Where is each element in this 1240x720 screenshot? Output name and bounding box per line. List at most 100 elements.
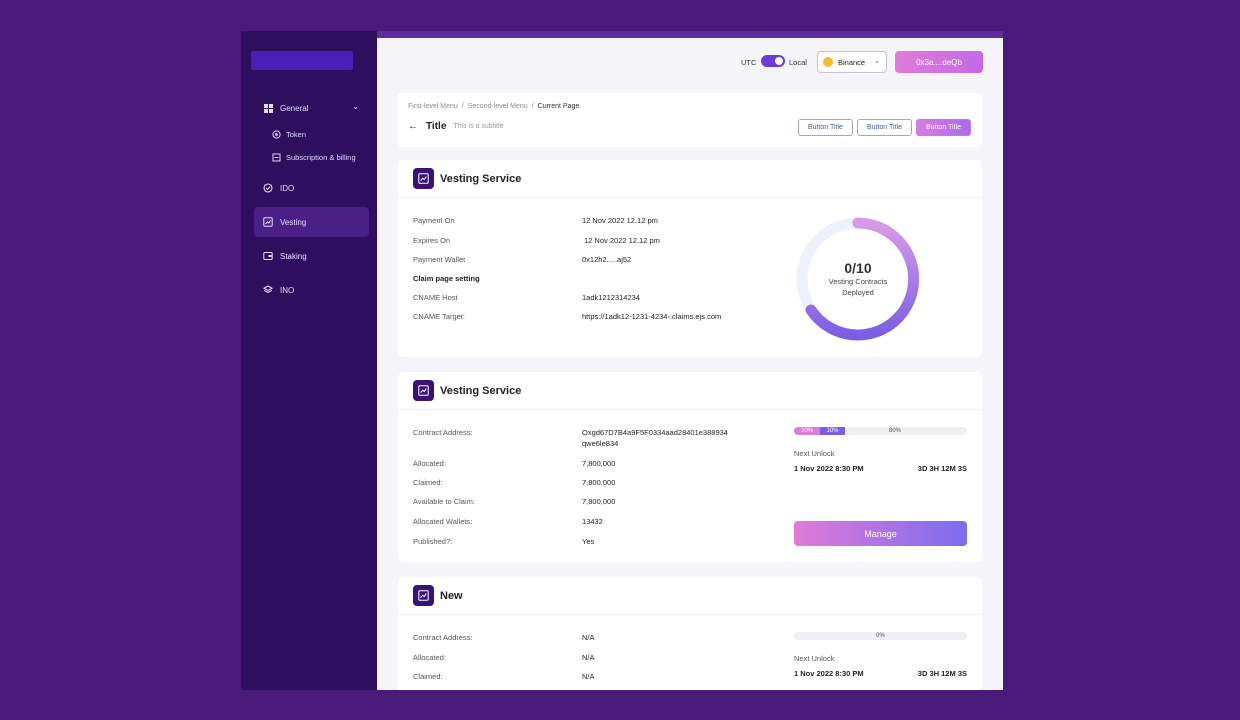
progress-rest: 80% <box>888 428 901 434</box>
breadcrumb: First-level Menu / Second-level Menu / C… <box>408 103 580 110</box>
timezone-toggle[interactable] <box>761 55 785 67</box>
next-unlock-date: 1 Nov 2022 8:30 PM <box>794 669 864 678</box>
utc-label: UTC <box>741 58 757 67</box>
sidebar-item-staking[interactable]: Staking <box>241 241 377 271</box>
field-value: 0x12h2.....aj52 <box>582 255 632 264</box>
breadcrumb-item[interactable]: First-level Menu <box>408 103 458 110</box>
field-value: N/A <box>582 633 595 642</box>
field-value: 12 Nov 2022 12.12 pm <box>582 216 658 225</box>
header-button-1[interactable]: Button Title <box>797 119 853 136</box>
layers-icon <box>263 285 273 295</box>
header-button-2[interactable]: Button Title <box>856 119 912 136</box>
chevron-down-icon: ⌄ <box>874 58 880 65</box>
field-label: Contract Address: <box>413 633 473 642</box>
chevron-down-icon: ⌄ <box>352 102 359 111</box>
field-label: Claimed: <box>413 672 443 681</box>
progress-seg-1: 10% <box>794 427 820 435</box>
billing-icon <box>272 153 281 162</box>
sidebar-item-label: Subscription & billing <box>286 153 356 162</box>
sidebar-item-vesting[interactable]: Vesting <box>254 207 369 237</box>
sidebar-nav: General ⌄ Token Subscription & billing <box>241 93 377 305</box>
sidebar-item-label: IDO <box>280 183 295 193</box>
sidebar-item-label: Token <box>286 130 307 139</box>
field-value: https://1adk12-1231-4234-.claims.ejs.com <box>582 312 722 321</box>
next-unlock-date: 1 Nov 2022 8:30 PM <box>794 464 864 473</box>
top-header: UTC Local Binance ⌄ 0x3a....oeQb <box>377 31 1003 91</box>
wallet-button[interactable]: 0x3a....oeQb <box>895 51 983 73</box>
back-arrow-icon[interactable]: ← <box>408 121 418 132</box>
sidebar: General ⌄ Token Subscription & billing <box>241 31 377 690</box>
sidebar-item-ido[interactable]: IDO <box>241 173 377 203</box>
manage-button[interactable]: Manage <box>794 521 967 546</box>
breadcrumb-item[interactable]: Second-level Menu <box>467 103 528 110</box>
chart-icon <box>413 380 434 401</box>
grid-icon <box>263 103 273 113</box>
deployment-ring-chart: 0/10 Vesting Contracts Deployed <box>794 215 922 343</box>
sidebar-item-token[interactable]: Token <box>241 123 377 146</box>
vesting-service-card-2: Vesting Service Contract Address: Oxgd67… <box>398 372 982 562</box>
field-label: Expires On <box>413 236 451 245</box>
field-value: 13432 <box>582 517 603 526</box>
ring-count: 0/10 <box>844 260 872 276</box>
card-title: New <box>440 589 463 602</box>
countdown: 3D 3H 12M 3S <box>917 464 967 473</box>
field-label: CNAME Host <box>413 293 458 302</box>
chart-icon <box>413 168 434 189</box>
section-label: Claim page setting <box>413 274 480 283</box>
field-value: 7,800,000 <box>582 459 616 468</box>
field-label: Allocated Wallets: <box>413 517 473 526</box>
field-value: 7,800,000 <box>582 497 616 506</box>
token-icon <box>272 130 281 139</box>
sidebar-item-subscription[interactable]: Subscription & billing <box>241 146 377 169</box>
field-value: N/A <box>582 672 595 681</box>
sidebar-item-general[interactable]: General ⌄ <box>241 93 377 123</box>
field-value: 12 Nov 2022 12.12 pm <box>584 236 660 245</box>
sidebar-item-label: General <box>280 103 309 113</box>
field-value: 1adk1212314234 <box>582 293 640 302</box>
field-value: Yes <box>582 537 595 546</box>
field-label: Allocated: <box>413 459 446 468</box>
contract-address-cont: qwe6le834 <box>582 439 619 448</box>
exchange-label: Binance <box>838 57 866 67</box>
local-label: Local <box>789 58 807 67</box>
sidebar-item-label: INO <box>280 285 295 295</box>
unlock-progress-bar: 0% <box>794 632 967 640</box>
field-label: Available to Claim: <box>413 497 475 506</box>
ring-label: Vesting Contracts Deployed <box>828 277 888 297</box>
sidebar-item-label: Vesting <box>280 217 307 227</box>
ring-arc <box>805 217 920 341</box>
field-label: CNAME Target: <box>413 312 465 321</box>
progress-seg-2: 10% <box>820 427 845 435</box>
next-unlock-label: Next Unlock <box>794 654 835 663</box>
sidebar-item-label: Staking <box>280 251 307 261</box>
page-title: Title <box>426 121 447 132</box>
field-label: Claimed: <box>413 478 443 487</box>
app-window: General ⌄ Token Subscription & billing <box>241 31 1003 690</box>
page-subtitle: This is a subtitle <box>453 123 504 130</box>
window-top-bar <box>241 31 1003 38</box>
contract-address: Oxgd67D7B4a9F5F0334aad28401e388934 <box>582 428 728 437</box>
breadcrumb-current: Current Page <box>537 103 580 110</box>
field-value: 7,800,000 <box>582 478 616 487</box>
vesting-service-card-1: Vesting Service Payment On 12 Nov 2022 1… <box>398 160 982 357</box>
wallet-icon <box>263 251 273 261</box>
field-label: Contract Address: <box>413 428 473 437</box>
logo <box>251 51 353 70</box>
unlock-progress-bar: 10% 10% 80% <box>794 427 967 435</box>
field-label: Payment Wallet <box>413 255 466 264</box>
card-title: Vesting Service <box>440 384 522 397</box>
field-label: Payment On <box>413 216 455 225</box>
field-label: Allocated: <box>413 653 446 662</box>
page-header: First-level Menu / Second-level Menu / C… <box>398 93 982 147</box>
sidebar-item-ino[interactable]: INO <box>241 275 377 305</box>
card-title: Vesting Service <box>440 172 522 185</box>
field-value: N/A <box>582 653 595 662</box>
exchange-select[interactable]: Binance ⌄ <box>817 51 887 73</box>
chart-icon <box>263 217 273 227</box>
progress-label: 0% <box>876 633 885 639</box>
new-card: New Contract Address: N/A Allocated: N/A… <box>398 577 982 690</box>
binance-coin-icon <box>823 57 833 67</box>
check-circle-icon <box>263 183 273 193</box>
chart-icon <box>413 585 434 606</box>
header-button-primary[interactable]: Button Title <box>915 119 971 136</box>
